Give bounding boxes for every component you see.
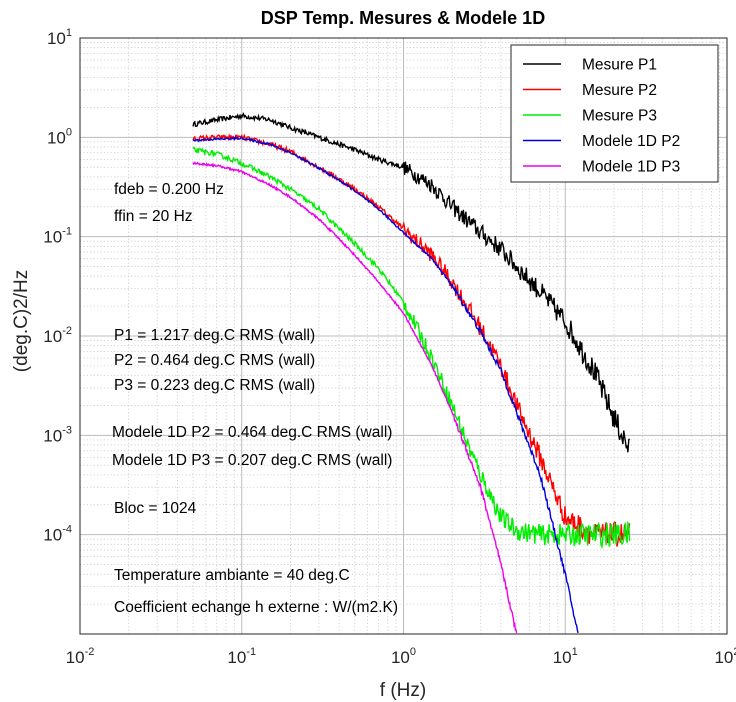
x-axis-label: f (Hz) xyxy=(380,680,426,701)
y-tick-exponent: -1 xyxy=(62,226,72,238)
x-tick-base: 10 xyxy=(227,648,246,667)
y-tick-label: 10-4 xyxy=(43,524,72,545)
x-tick-exponent: 0 xyxy=(410,646,416,658)
y-tick-exponent: -3 xyxy=(62,424,72,436)
y-tick-exponent: 0 xyxy=(66,126,72,138)
x-tick-exponent: 1 xyxy=(572,646,578,658)
series-line-mesure-p2 xyxy=(192,132,631,547)
x-tick-exponent: 2 xyxy=(733,646,736,658)
x-tick-base: 10 xyxy=(714,648,733,667)
plot-series xyxy=(192,112,631,634)
x-tick-exponent: -1 xyxy=(246,646,256,658)
series-line-modele-1d-p3 xyxy=(192,161,518,633)
annotation-text: Modele 1D P3 = 0.207 deg.C RMS (wall) xyxy=(112,452,392,469)
y-tick-label: 101 xyxy=(47,27,72,48)
annotation-text: Coefficient echange h externe : W/(m2.K) xyxy=(114,599,398,616)
legend-box xyxy=(510,44,719,183)
annotation-text: ffin = 20 Hz xyxy=(114,208,193,225)
y-tick-base: 10 xyxy=(43,526,62,545)
chart-title: DSP Temp. Mesures & Modele 1D xyxy=(261,8,545,28)
y-tick-label: 10-3 xyxy=(43,424,72,445)
y-tick-exponent: -2 xyxy=(62,325,72,337)
x-tick-base: 10 xyxy=(553,648,572,667)
y-tick-base: 10 xyxy=(43,426,62,445)
plot-border xyxy=(79,37,728,635)
annotation-text: Bloc = 1024 xyxy=(114,500,197,517)
x-tick-label: 101 xyxy=(553,646,578,667)
annotation-text: Modele 1D P2 = 0.464 deg.C RMS (wall) xyxy=(112,424,392,441)
x-tick-base: 10 xyxy=(391,648,410,667)
x-tick-label: 102 xyxy=(714,646,736,667)
series-line-modele-1d-p2 xyxy=(192,136,579,634)
annotation-text: fdeb = 0.200 Hz xyxy=(114,181,224,198)
y-tick-base: 10 xyxy=(43,327,62,346)
annotation-text: P3 = 0.223 deg.C RMS (wall) xyxy=(114,377,315,394)
y-tick-base: 10 xyxy=(47,128,66,147)
y-tick-label: 10-2 xyxy=(43,325,72,346)
x-tick-base: 10 xyxy=(66,648,85,667)
y-tick-label: 10-1 xyxy=(43,226,72,247)
x-tick-label: 100 xyxy=(391,646,416,667)
legend-entry-label: Mesure P2 xyxy=(582,82,657,99)
annotation-text: P1 = 1.217 deg.C RMS (wall) xyxy=(114,327,315,344)
y-tick-exponent: -4 xyxy=(62,524,72,536)
y-tick-exponent: 1 xyxy=(66,27,72,39)
series-line-mesure-p1 xyxy=(192,112,631,453)
x-tick-exponent: -2 xyxy=(85,646,95,658)
axes-frame xyxy=(79,37,728,635)
annotation-text: P2 = 0.464 deg.C RMS (wall) xyxy=(114,352,315,369)
annotations: fdeb = 0.200 Hz ffin = 20 Hz P1 = 1.217 de… xyxy=(112,181,398,616)
y-tick-label: 100 xyxy=(47,126,72,147)
legend-entry-label: Modele 1D P2 xyxy=(582,133,680,150)
y-tick-base: 10 xyxy=(43,228,62,247)
legend-entry-label: Mesure P1 xyxy=(582,57,657,74)
legend: Mesure P1 Mesure P2 Mesure P3 Modele 1D P2 M… xyxy=(510,44,719,183)
y-axis-label: (deg.C)2/Hz xyxy=(11,270,32,372)
tick-labels: 10-210-110010110210110010-110-210-310-4 xyxy=(43,27,736,667)
annotation-text: Temperature ambiante = 40 deg.C xyxy=(114,567,350,584)
legend-entry-label: Mesure P3 xyxy=(582,108,657,125)
x-tick-label: 10-2 xyxy=(66,646,95,667)
x-tick-label: 10-1 xyxy=(227,646,256,667)
legend-entry-label: Modele 1D P3 xyxy=(582,159,680,176)
y-tick-base: 10 xyxy=(47,29,66,48)
